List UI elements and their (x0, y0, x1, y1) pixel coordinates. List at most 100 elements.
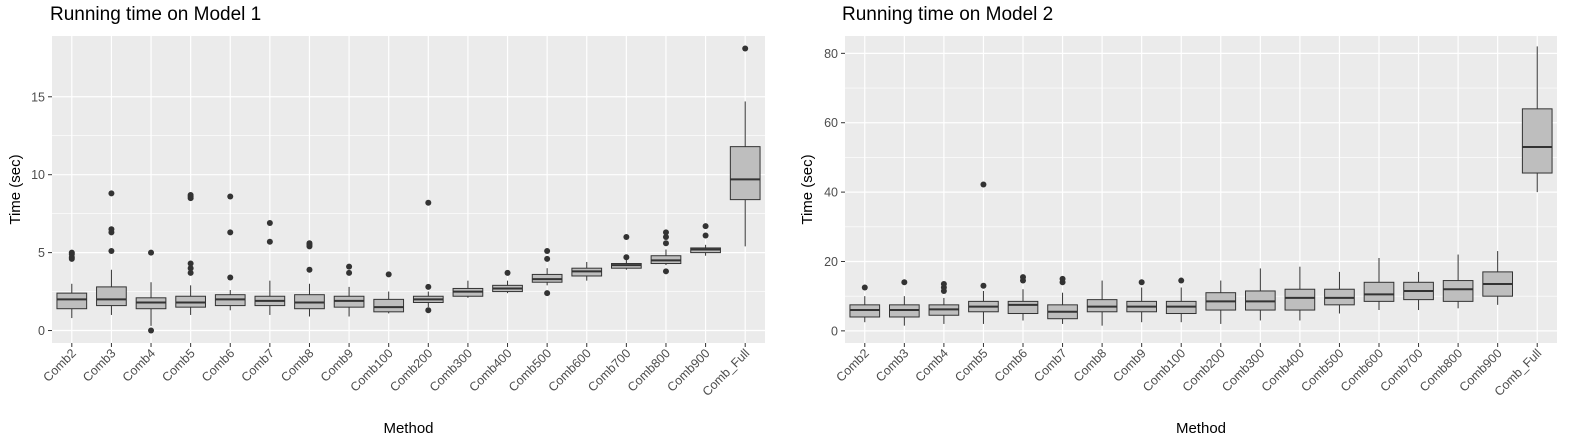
x-tick-label: Comb9 (318, 346, 356, 384)
x-tick-label: Comb5 (159, 346, 197, 384)
box-comb5 (175, 191, 206, 315)
outlier-point (68, 249, 75, 256)
x-tick-label: Comb3 (80, 346, 118, 384)
outlier-point (227, 229, 234, 236)
outlier-point (266, 220, 273, 227)
box-comb8 (1086, 280, 1118, 326)
box-comb400 (1284, 266, 1316, 321)
x-tick-label: Comb4 (913, 346, 951, 384)
outlier-point (425, 283, 432, 290)
outlier-point (662, 229, 669, 236)
box-comb700 (611, 234, 642, 270)
y-axis-title: Time (sec) (7, 154, 24, 224)
outlier-point (227, 274, 234, 281)
outlier-point (702, 223, 709, 230)
outlier-point (544, 290, 551, 297)
box-iqr (373, 298, 405, 313)
box-comb800 (1442, 254, 1474, 309)
outlier-point (861, 284, 868, 291)
box-comb300 (452, 280, 484, 298)
y-tick-label: 20 (824, 255, 838, 269)
outlier-point (702, 232, 709, 239)
box-comb6 (214, 193, 246, 311)
outlier-point (1020, 274, 1026, 281)
outlier-point (346, 269, 353, 276)
outlier-point (306, 266, 313, 273)
chart-title: Running time on Model 2 (842, 4, 1054, 25)
box-comb3 (889, 279, 920, 326)
box-iqr (56, 292, 88, 310)
box-iqr (1363, 281, 1395, 302)
outlier-point (108, 190, 115, 197)
box-comb100 (373, 271, 405, 314)
outlier-point (662, 268, 669, 275)
outlier-point (940, 281, 947, 288)
box-comb8 (294, 240, 325, 317)
box-comb-full (1521, 46, 1553, 193)
outlier-point (980, 282, 987, 289)
box-comb500 (1324, 271, 1355, 314)
outlier-point (306, 240, 313, 247)
outlier-point (504, 269, 511, 276)
outlier-point (662, 240, 669, 247)
box-iqr (1442, 280, 1474, 302)
box-iqr (1007, 300, 1039, 315)
outlier-point (623, 234, 630, 241)
box-comb3 (96, 190, 127, 315)
box-comb7 (1047, 275, 1078, 324)
y-tick-label: 60 (824, 116, 838, 130)
box-comb400 (492, 269, 523, 294)
y-tick-label: 0 (38, 324, 45, 338)
x-tick-label: Comb7 (239, 346, 277, 384)
x-tick-label: Comb6 (199, 346, 237, 384)
outlier-point (266, 238, 273, 245)
y-tick-label: 0 (831, 324, 838, 338)
outlier-point (544, 255, 551, 262)
outlier-point (662, 234, 669, 241)
outlier-point (980, 181, 987, 188)
outlier-point (148, 327, 155, 334)
outlier-point (227, 193, 234, 200)
box-comb7 (254, 220, 286, 315)
y-tick-label: 40 (824, 186, 838, 200)
box-comb600 (571, 261, 603, 281)
outlier-point (346, 263, 353, 270)
outlier-point (148, 249, 155, 256)
outlier-point (623, 254, 630, 261)
x-axis-title: Method (383, 420, 433, 437)
x-tick-label: Comb3 (873, 346, 911, 384)
box-comb900 (690, 223, 721, 256)
outlier-point (1178, 277, 1185, 284)
x-tick-label: Comb6 (992, 346, 1030, 384)
plot-background (52, 36, 765, 343)
box-comb900 (1482, 251, 1513, 305)
outlier-point (425, 307, 432, 314)
outlier-point (901, 279, 908, 286)
outlier-point (544, 248, 551, 255)
y-tick-label: 10 (31, 168, 45, 182)
box-comb5 (968, 181, 999, 324)
x-tick-label: Comb7 (1031, 346, 1069, 384)
box-comb9 (1126, 279, 1158, 323)
outlier-point (187, 265, 194, 272)
box-iqr (729, 146, 761, 201)
box-comb100 (1165, 277, 1197, 323)
y-tick-label: 5 (38, 246, 45, 260)
box-iqr (1521, 108, 1553, 174)
outlier-point (1059, 275, 1066, 282)
box-iqr (96, 286, 127, 307)
box-comb9 (333, 263, 365, 317)
box-comb2 (56, 249, 88, 319)
outlier-point (742, 45, 749, 52)
x-tick-label: Comb8 (1071, 346, 1109, 384)
x-tick-label: Comb5 (952, 346, 990, 384)
outlier-point (108, 248, 115, 255)
box-comb-full (729, 45, 761, 247)
outlier-point (385, 271, 392, 278)
x-tick-label: Comb8 (278, 346, 316, 384)
chart-panel-model-2: Running time on Model 2 0 20 40 60 80 Comb2 Co… (792, 0, 1574, 447)
box-comb6 (1007, 274, 1039, 321)
y-tick-label: 80 (824, 47, 838, 61)
